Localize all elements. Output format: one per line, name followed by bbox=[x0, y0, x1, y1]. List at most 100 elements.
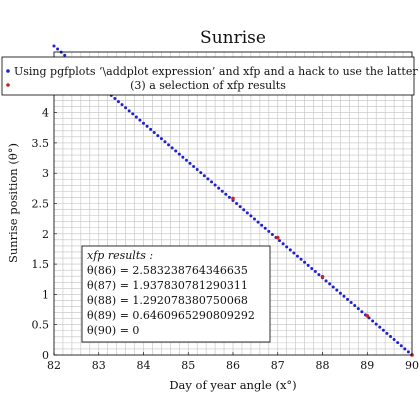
blue-data-point bbox=[252, 217, 256, 221]
blue-data-point bbox=[170, 146, 174, 150]
blue-data-point bbox=[281, 242, 285, 246]
blue-data-point bbox=[142, 121, 145, 125]
blue-data-point bbox=[331, 285, 335, 289]
blue-data-point bbox=[385, 331, 389, 335]
blue-data-point bbox=[63, 53, 67, 57]
blue-data-point bbox=[235, 202, 239, 206]
blue-data-point bbox=[335, 288, 339, 292]
blue-data-point bbox=[213, 183, 217, 187]
blue-data-point bbox=[270, 232, 274, 236]
blue-data-point bbox=[192, 164, 196, 168]
x-tick-label: 84 bbox=[137, 359, 151, 372]
blue-data-point bbox=[210, 180, 214, 184]
blue-data-point bbox=[138, 118, 142, 122]
blue-data-point bbox=[374, 322, 378, 326]
blue-data-point bbox=[52, 44, 56, 48]
blue-data-point bbox=[134, 115, 138, 119]
y-tick-label: 1 bbox=[42, 288, 49, 301]
blue-data-point bbox=[399, 344, 403, 348]
blue-data-point bbox=[346, 297, 350, 301]
y-tick-label: 0.5 bbox=[32, 319, 50, 332]
y-tick-label: 2.5 bbox=[32, 198, 50, 211]
blue-data-point bbox=[145, 124, 149, 128]
annotation-line-2: θ(87) = 1.937830781290311 bbox=[87, 279, 248, 292]
blue-data-point bbox=[131, 112, 135, 116]
blue-data-point bbox=[167, 143, 171, 147]
blue-data-point bbox=[285, 245, 289, 249]
y-tick-label: 3.5 bbox=[32, 137, 50, 150]
blue-data-point bbox=[127, 109, 131, 113]
blue-data-point bbox=[113, 96, 117, 100]
y-tick-label: 4 bbox=[42, 107, 49, 120]
blue-data-point bbox=[195, 168, 199, 172]
blue-data-point bbox=[181, 155, 185, 159]
legend-marker-blue bbox=[6, 69, 10, 73]
blue-data-point bbox=[184, 158, 188, 162]
chart-title: Sunrise bbox=[200, 28, 266, 48]
blue-data-point bbox=[313, 270, 317, 274]
legend: Using pgfplots ‘\addplot expression’ and… bbox=[1, 56, 418, 96]
blue-data-point bbox=[292, 251, 296, 255]
legend-entry-1: Using pgfplots ‘\addplot expression’ and… bbox=[14, 65, 418, 78]
blue-data-point bbox=[120, 103, 124, 107]
blue-data-point bbox=[156, 134, 160, 138]
blue-data-point bbox=[256, 220, 260, 224]
x-tick-label: 89 bbox=[360, 359, 374, 372]
annotation-line-5: θ(90) = 0 bbox=[87, 324, 139, 337]
blue-data-point bbox=[267, 229, 271, 233]
blue-data-point bbox=[202, 174, 206, 178]
blue-data-point bbox=[392, 338, 396, 342]
blue-data-point bbox=[177, 152, 181, 156]
annotation-title: xfp results : bbox=[87, 249, 153, 262]
x-axis-label: Day of year angle (x°) bbox=[169, 378, 296, 392]
red-data-point bbox=[365, 314, 370, 318]
x-tick-label: 85 bbox=[181, 359, 195, 372]
blue-data-point bbox=[306, 263, 310, 267]
annotation-line-3: θ(88) = 1.292078380750068 bbox=[87, 294, 248, 307]
blue-data-point bbox=[260, 223, 264, 227]
blue-data-point bbox=[227, 195, 231, 199]
blue-data-point bbox=[149, 127, 153, 131]
blue-data-point bbox=[199, 171, 203, 175]
blue-data-point bbox=[242, 208, 246, 212]
blue-data-point bbox=[295, 254, 299, 258]
blue-data-point bbox=[310, 266, 314, 270]
x-tick-label: 83 bbox=[92, 359, 106, 372]
blue-data-point bbox=[288, 248, 292, 252]
blue-data-point bbox=[378, 325, 382, 329]
red-data-point bbox=[320, 274, 325, 279]
legend-entry-2: (3) a selection of xfp results bbox=[130, 79, 286, 92]
blue-data-point bbox=[324, 279, 328, 283]
blue-data-point bbox=[389, 334, 393, 338]
blue-data-point bbox=[217, 186, 221, 190]
blue-data-point bbox=[353, 304, 357, 308]
blue-data-point bbox=[174, 149, 178, 153]
blue-data-point bbox=[342, 294, 346, 298]
blue-data-point bbox=[406, 350, 410, 354]
blue-data-point bbox=[124, 106, 128, 110]
red-data-point bbox=[231, 196, 235, 201]
x-tick-label: 86 bbox=[226, 359, 240, 372]
x-tick-label: 88 bbox=[316, 359, 330, 372]
blue-data-point bbox=[159, 137, 163, 141]
blue-data-point bbox=[303, 260, 307, 264]
blue-data-point bbox=[328, 282, 332, 286]
blue-data-point bbox=[163, 140, 167, 144]
y-tick-label: 1.5 bbox=[32, 258, 50, 271]
red-data-point bbox=[275, 235, 280, 240]
blue-data-point bbox=[349, 300, 353, 304]
blue-data-point bbox=[238, 205, 242, 209]
blue-data-point bbox=[152, 130, 156, 134]
x-tick-label: 87 bbox=[271, 359, 285, 372]
blue-data-point bbox=[206, 177, 210, 181]
blue-data-point bbox=[245, 211, 249, 215]
blue-data-point bbox=[317, 273, 321, 277]
blue-data-point bbox=[278, 239, 282, 243]
y-tick-label: 0 bbox=[42, 349, 49, 362]
annotation-box: xfp results : θ(86) = 2.583238764346635 … bbox=[81, 245, 271, 343]
blue-data-point bbox=[263, 226, 267, 230]
blue-data-point bbox=[338, 291, 342, 295]
blue-data-point bbox=[403, 347, 407, 351]
blue-data-point bbox=[356, 307, 360, 311]
